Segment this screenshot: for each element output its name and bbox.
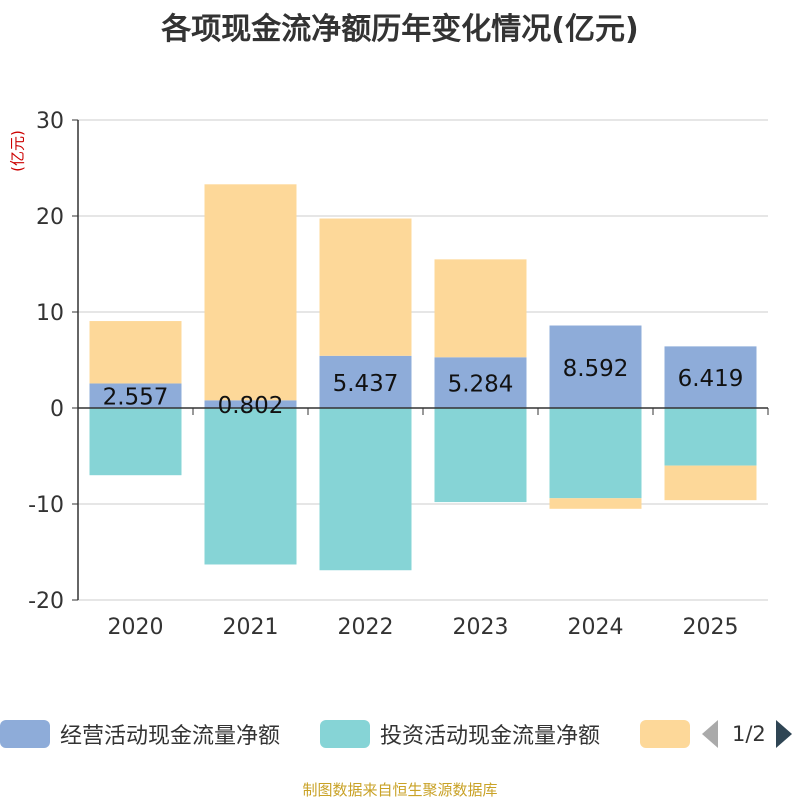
data-labels: 2.557 0.802 5.437 5.284 8.592 6.419 (103, 356, 744, 419)
bar-2024-series-0 (549, 325, 642, 408)
bar-2023-series-2 (434, 259, 527, 358)
bar-2020-series-1 (89, 408, 182, 476)
bar-2022-series-1 (319, 408, 412, 571)
legend-item-investing[interactable]: 投资活动现金流量净额 (320, 716, 600, 752)
legend-page-indicator: 1/2 (732, 722, 766, 746)
bar-2021-series-0 (204, 400, 297, 408)
legend-swatch-investing (320, 720, 370, 748)
bar-2023-series-0 (434, 357, 527, 408)
legend-item-financing[interactable] (640, 716, 690, 752)
bar-2021-series-2 (204, 184, 297, 401)
bar-2024-series-2 (549, 498, 642, 509)
bar-2023-series-1 (434, 408, 527, 503)
bar-chart: 30 20 10 0 -10 -20 2020 2021 2022 2023 2024 2025 2.… (28, 109, 769, 640)
x-tick-label-2023: 2023 (453, 615, 509, 640)
x-tick-label-2024: 2024 (568, 615, 624, 640)
y-tick-label: -20 (28, 589, 64, 614)
chart-title: 各项现金流净额历年变化情况(亿元) (161, 12, 639, 47)
axes: 30 20 10 0 -10 -20 2020 2021 2022 2023 2024 2025 (28, 109, 769, 640)
legend-label-investing: 投资活动现金流量净额 (380, 724, 601, 749)
data-label-2020: 2.557 (103, 385, 169, 411)
legend-prev-page-icon[interactable] (702, 720, 718, 748)
x-tick-label-2020: 2020 (108, 615, 164, 640)
bar-2024-series-1 (549, 408, 642, 499)
bar-2025-series-1 (664, 408, 757, 466)
x-tick-label-2021: 2021 (223, 615, 279, 640)
y-tick-label: -10 (28, 493, 64, 518)
bar-2022-series-2 (319, 218, 412, 356)
y-tick-label: 20 (36, 205, 64, 230)
y-tick-label: 30 (36, 109, 64, 134)
bar-2021-series-1 (204, 408, 297, 565)
bar-2020-series-0 (89, 383, 182, 408)
y-tick-label: 10 (36, 301, 64, 326)
x-tick-label-2022: 2022 (338, 615, 394, 640)
data-label-2023: 5.284 (448, 372, 514, 398)
legend-swatch-financing (640, 720, 690, 748)
legend-swatch-operating (0, 720, 50, 748)
bar-2022-series-0 (319, 355, 412, 408)
data-label-2025: 6.419 (678, 366, 744, 392)
legend-item-operating[interactable]: 经营活动现金流量净额 (0, 716, 280, 752)
x-tick-label-2025: 2025 (683, 615, 739, 640)
data-source-note: 制图数据来自恒生聚源数据库 (302, 781, 498, 799)
legend-next-page-icon[interactable] (775, 720, 792, 748)
legend: 经营活动现金流量净额 投资活动现金流量净额 1/2 (0, 716, 800, 752)
bar-2025-series-0 (664, 346, 757, 408)
y-tick-label: 0 (50, 397, 64, 422)
legend-label-operating: 经营活动现金流量净额 (60, 724, 281, 749)
data-label-2021: 0.802 (218, 393, 284, 419)
legend-pager: 1/2 (702, 716, 792, 752)
data-label-2022: 5.437 (333, 371, 399, 397)
bar-2020-series-2 (89, 321, 182, 384)
bars (89, 184, 757, 571)
data-label-2024: 8.592 (563, 356, 629, 382)
bar-2025-series-2 (664, 465, 757, 501)
